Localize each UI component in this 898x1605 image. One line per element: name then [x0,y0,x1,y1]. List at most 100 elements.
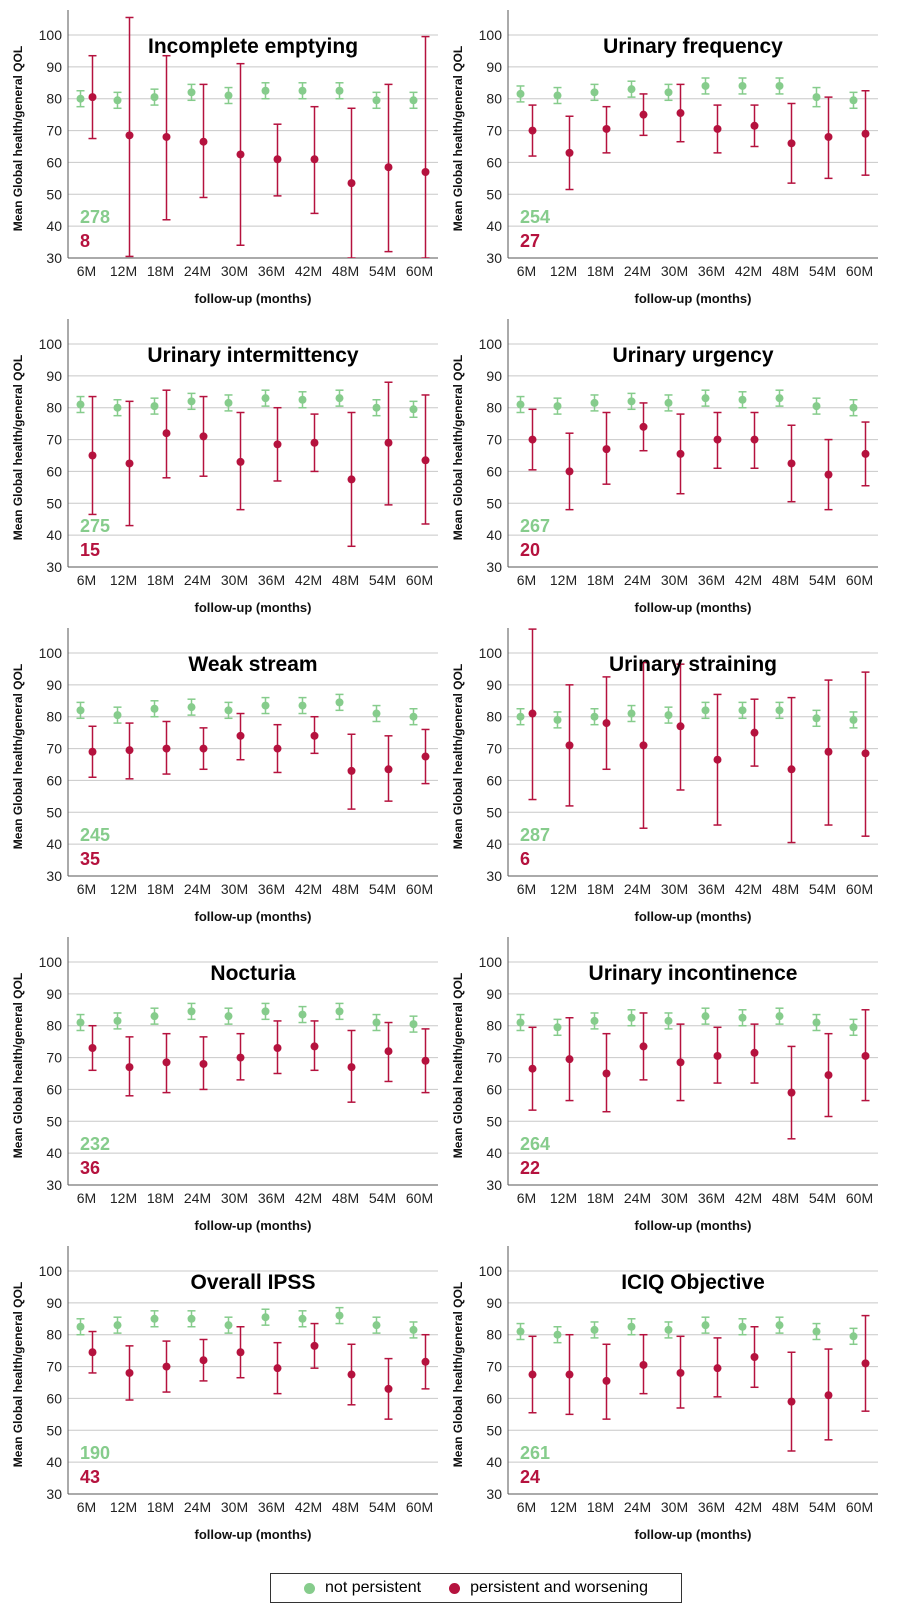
x-tick-label: 24M [184,1499,211,1515]
point-not-persistent [775,1012,784,1021]
y-tick-label: 80 [486,1018,502,1034]
y-tick-label: 60 [486,1081,502,1097]
point-not-persistent [335,1311,344,1320]
point-persistent [787,1397,796,1406]
y-tick-label: 50 [46,1113,62,1129]
point-persistent [639,110,648,119]
point-not-persistent [187,1314,196,1323]
y-tick-label: 80 [486,709,502,725]
x-tick-label: 30M [221,1499,248,1515]
point-persistent [639,741,648,750]
count-persistent: 27 [520,231,540,251]
point-not-persistent [553,1330,562,1339]
point-persistent [236,457,245,466]
point-not-persistent [738,1322,747,1331]
y-tick-label: 80 [486,91,502,107]
point-not-persistent [261,1007,270,1016]
x-tick-label: 60M [406,572,433,588]
point-persistent [676,1058,685,1067]
point-not-persistent [516,400,525,409]
y-tick-label: 60 [486,154,502,170]
y-tick-label: 70 [486,741,502,757]
point-not-persistent [738,395,747,404]
point-not-persistent [553,715,562,724]
chart-title: Urinary urgency [612,344,773,367]
point-persistent [713,1364,722,1373]
point-persistent [273,155,282,164]
y-tick-label: 40 [486,1145,502,1161]
y-tick-label: 50 [486,1113,502,1129]
x-tick-label: 60M [846,1499,873,1515]
point-not-persistent [76,1322,85,1331]
point-not-persistent [150,704,159,713]
point-not-persistent [261,1313,270,1322]
point-not-persistent [335,86,344,95]
y-tick-label: 40 [46,1145,62,1161]
point-not-persistent [224,1321,233,1330]
point-persistent [310,438,319,447]
x-tick-label: 30M [221,1190,248,1206]
x-tick-label: 6M [77,1499,96,1515]
y-tick-label: 30 [46,559,62,575]
point-not-persistent [516,1327,525,1336]
point-persistent [384,1384,393,1393]
point-persistent [528,1064,537,1073]
x-tick-label: 30M [661,881,688,897]
x-tick-label: 12M [550,1499,577,1515]
x-tick-label: 54M [809,263,836,279]
point-not-persistent [812,402,821,411]
x-tick-label: 36M [698,881,725,897]
point-not-persistent [335,1007,344,1016]
point-not-persistent [76,1018,85,1027]
point-persistent [565,148,574,157]
point-persistent [88,451,97,460]
point-not-persistent [849,96,858,105]
x-tick-label: 42M [295,1190,322,1206]
x-tick-label: 36M [258,1190,285,1206]
y-tick-label: 100 [39,27,63,43]
x-tick-label: 30M [661,1190,688,1206]
point-persistent [602,124,611,133]
point-not-persistent [113,96,122,105]
point-not-persistent [664,88,673,97]
point-persistent [528,126,537,135]
x-tick-label: 18M [147,1190,174,1206]
x-tick-label: 42M [295,572,322,588]
y-tick-label: 50 [486,495,502,511]
point-persistent [236,1053,245,1062]
y-axis-title: Mean Global health/general QOL [451,46,465,231]
point-persistent [602,719,611,728]
point-not-persistent [701,1012,710,1021]
point-persistent [199,744,208,753]
y-tick-label: 30 [46,250,62,266]
x-tick-label: 48M [772,1190,799,1206]
x-tick-label: 36M [698,263,725,279]
point-persistent [384,765,393,774]
point-not-persistent [627,397,636,406]
chart-title: Urinary intermittency [147,344,359,367]
point-persistent [162,744,171,753]
point-persistent [125,131,134,140]
point-not-persistent [627,85,636,94]
point-persistent [528,1370,537,1379]
point-not-persistent [516,1018,525,1027]
x-tick-label: 18M [587,263,614,279]
x-tick-label: 6M [517,263,536,279]
y-tick-label: 60 [46,1390,62,1406]
point-not-persistent [187,88,196,97]
x-tick-label: 60M [846,881,873,897]
x-tick-label: 6M [517,1190,536,1206]
point-persistent [384,438,393,447]
point-persistent [639,1360,648,1369]
point-persistent [421,1357,430,1366]
y-tick-label: 60 [486,463,502,479]
y-tick-label: 50 [486,1422,502,1438]
y-tick-label: 90 [46,368,62,384]
point-persistent [565,467,574,476]
point-persistent [713,1051,722,1060]
y-tick-label: 70 [46,123,62,139]
count-persistent: 43 [80,1467,100,1487]
count-persistent: 6 [520,849,530,869]
y-axis-title: Mean Global health/general QOL [11,355,25,540]
x-tick-label: 42M [735,572,762,588]
